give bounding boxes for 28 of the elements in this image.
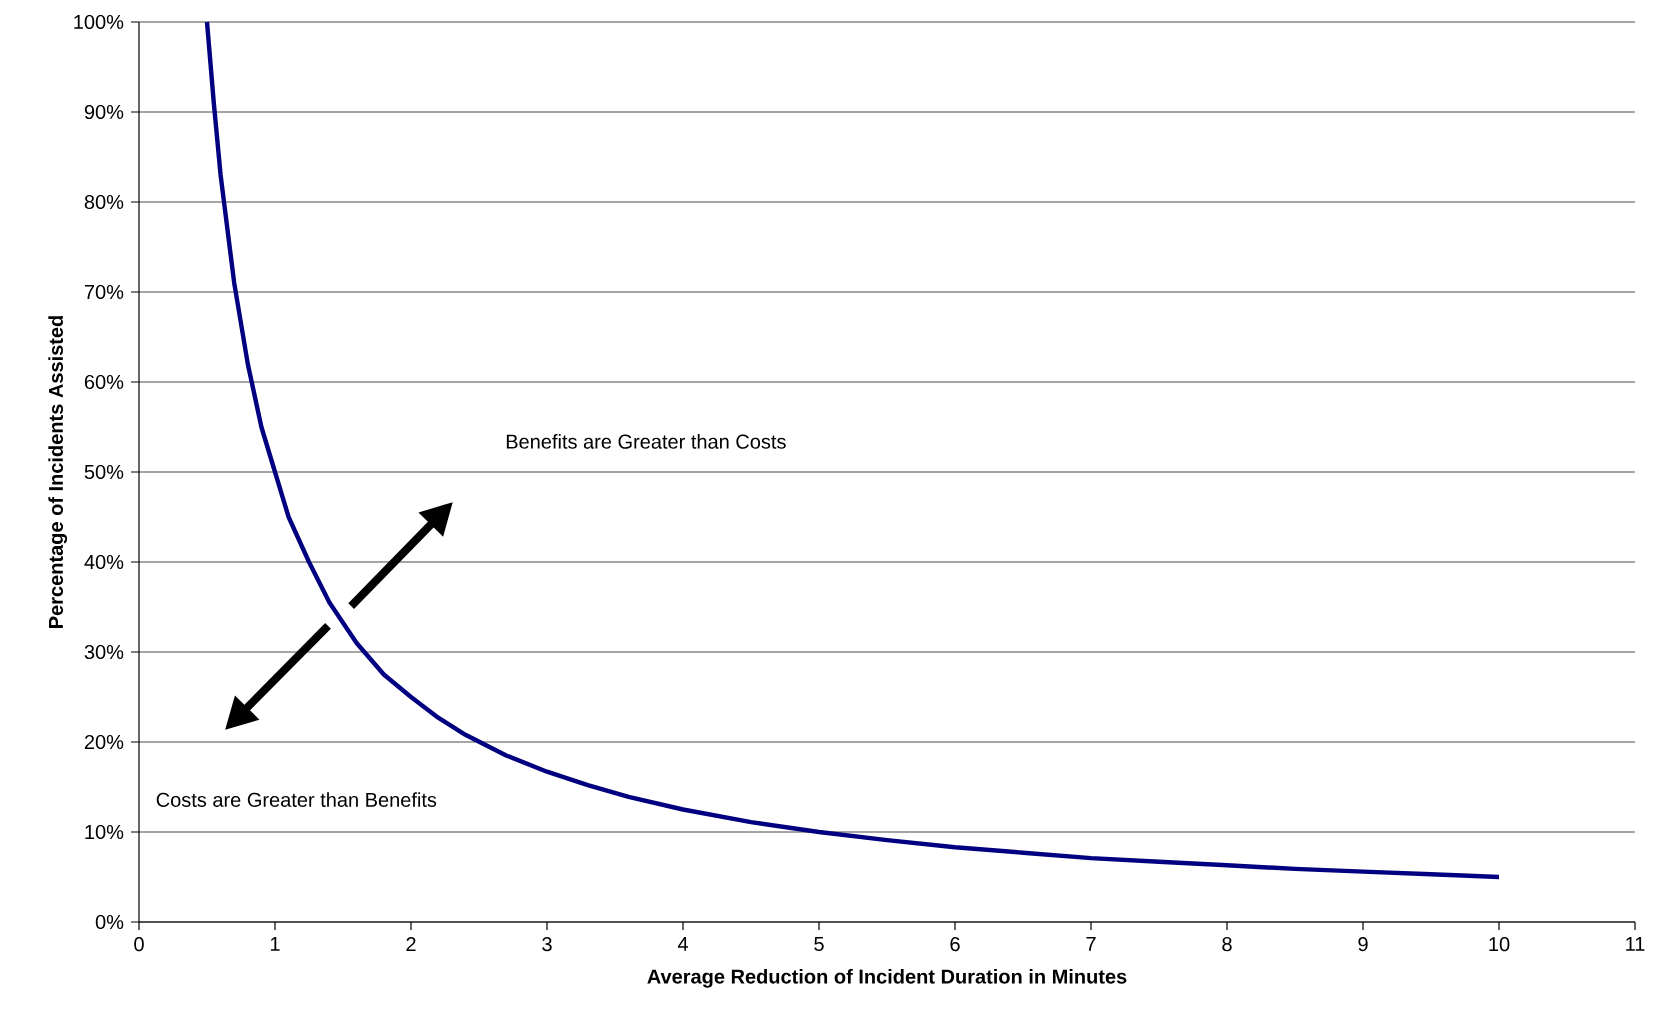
line-series bbox=[204, 19, 1502, 880]
x-axis-title: Average Reduction of Incident Duration in Minutes bbox=[647, 968, 1127, 988]
y-axis-title: Percentage of Incidents Assisted bbox=[48, 316, 68, 628]
x-tick-label: 10 bbox=[1489, 937, 1510, 952]
y-tick-label: 0% bbox=[95, 914, 124, 930]
x-tick-label: 8 bbox=[1222, 937, 1232, 952]
y-tick-label: 20% bbox=[84, 734, 124, 750]
x-tick-label: 11 bbox=[1626, 937, 1645, 951]
x-tick-label: 0 bbox=[134, 937, 144, 952]
x-tick-label: 3 bbox=[542, 937, 552, 952]
y-tick-label: 30% bbox=[84, 644, 124, 660]
annotation: Costs are Greater than Benefits bbox=[156, 792, 437, 807]
y-tick-label: 70% bbox=[84, 284, 124, 300]
y-tick-label: 60% bbox=[84, 374, 124, 390]
x-tick-label: 7 bbox=[1086, 937, 1096, 951]
y-tick-label: 100% bbox=[74, 14, 124, 30]
annotation: Benefits are Greater than Costs bbox=[506, 434, 786, 449]
y-tick-label: 40% bbox=[84, 554, 124, 570]
y-tick-label: 50% bbox=[84, 464, 124, 480]
x-tick-label: 6 bbox=[950, 937, 960, 952]
y-tick-label: 90% bbox=[84, 104, 124, 120]
y-tick-label: 80% bbox=[84, 194, 124, 210]
x-tick-label: 2 bbox=[406, 937, 416, 952]
x-tick-label: 4 bbox=[677, 937, 688, 951]
y-tick-label: 10% bbox=[85, 824, 124, 840]
x-tick-label: 5 bbox=[814, 937, 824, 952]
x-tick-label: 9 bbox=[1358, 937, 1368, 952]
x-tick-label: 1 bbox=[270, 937, 280, 951]
